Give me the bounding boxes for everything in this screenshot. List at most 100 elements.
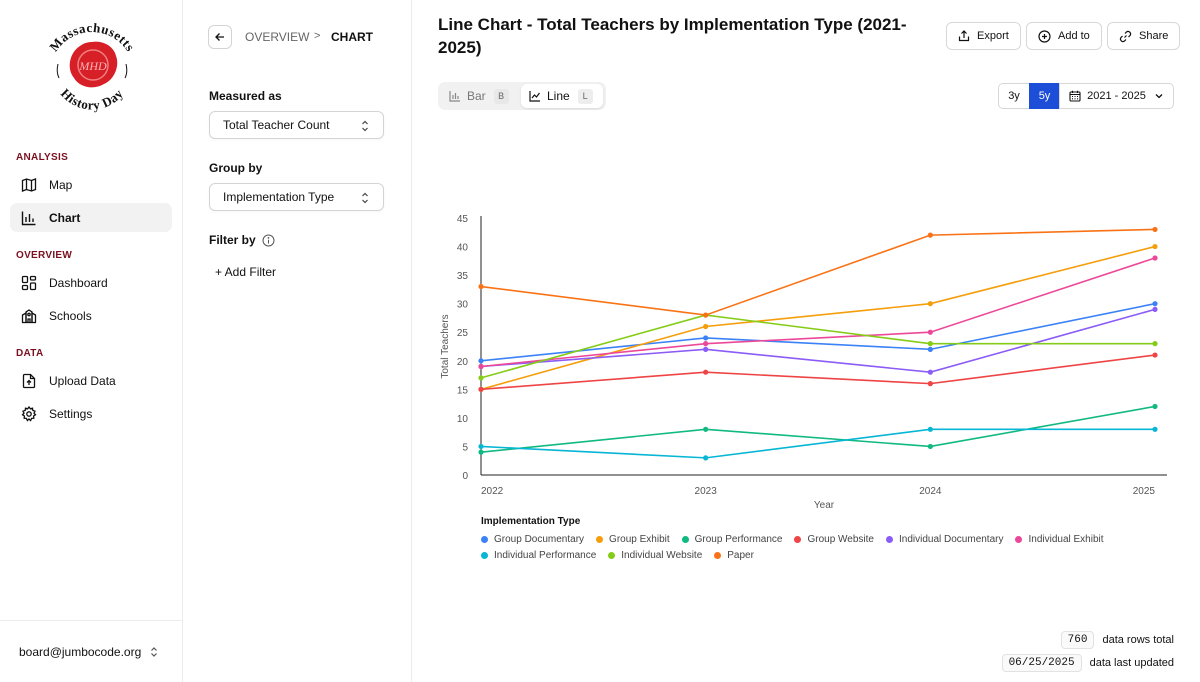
- breadcrumb-separator: >: [314, 30, 321, 42]
- data-point: [1152, 341, 1158, 347]
- share-label: Share: [1139, 30, 1169, 42]
- data-point: [1152, 306, 1158, 312]
- legend-label: Paper: [727, 549, 754, 561]
- data-point: [927, 369, 933, 375]
- data-point: [927, 301, 933, 307]
- user-account-menu[interactable]: board@jumbocode.org: [0, 620, 183, 682]
- legend-title: Implementation Type: [481, 516, 581, 527]
- sidebar-item-upload-data[interactable]: Upload Data: [10, 366, 172, 395]
- nav-section-data: DATA: [16, 348, 44, 359]
- data-point: [478, 363, 484, 370]
- gear-icon: [21, 405, 37, 422]
- share-button[interactable]: Share: [1107, 22, 1181, 50]
- legend-item[interactable]: Group Documentary: [481, 531, 584, 547]
- legend-item[interactable]: Individual Performance: [481, 547, 596, 563]
- filter-by-header: Filter by: [209, 233, 275, 247]
- sidebar-item-dashboard[interactable]: Dashboard: [10, 268, 172, 297]
- measured-as-select[interactable]: Total Teacher Count: [209, 111, 384, 139]
- shortcut-badge: L: [577, 88, 593, 104]
- x-tick-label: 2023: [695, 486, 718, 497]
- breadcrumb-chart: CHART: [331, 30, 373, 44]
- data-point: [1152, 352, 1158, 358]
- line-chart-icon: [529, 91, 540, 102]
- date-range-picker[interactable]: 2021 - 2025: [1059, 83, 1174, 109]
- legend-label: Individual Documentary: [898, 533, 1004, 545]
- rows-total-value: 760: [1060, 631, 1095, 649]
- y-axis-label: Total Teachers: [440, 314, 451, 378]
- y-tick-label: 35: [457, 271, 469, 282]
- series-line: [480, 257, 1156, 368]
- data-point: [703, 335, 709, 341]
- legend-swatch: [608, 551, 616, 559]
- wax-seal-ring: [77, 49, 109, 81]
- series-line: [480, 308, 1156, 374]
- y-tick-label: 10: [457, 414, 469, 425]
- legend-item[interactable]: Individual Documentary: [885, 531, 1004, 547]
- legend-item[interactable]: Individual Exhibit: [1015, 531, 1104, 547]
- data-point: [1152, 255, 1158, 261]
- sidebar-item-map[interactable]: Map: [10, 170, 172, 199]
- data-point: [927, 426, 933, 432]
- sidebar-item-label: Schools: [49, 308, 92, 323]
- y-tick-label: 45: [457, 214, 469, 225]
- data-point: [478, 283, 484, 290]
- series-line: [480, 354, 1156, 391]
- back-button[interactable]: [208, 25, 232, 49]
- data-point: [1152, 226, 1158, 233]
- chart-main: Line Chart - Total Teachers by Implement…: [412, 0, 1200, 682]
- last-updated-meta: 06/25/2025 data last updated: [1001, 654, 1174, 672]
- info-icon[interactable]: [262, 234, 275, 247]
- chart-settings-panel: OVERVIEW > CHART Measured as Total Teach…: [183, 0, 412, 682]
- legend-label: Group Performance: [694, 533, 783, 545]
- sidebar-item-settings[interactable]: Settings: [10, 399, 172, 428]
- sidebar-item-chart[interactable]: Chart: [10, 203, 172, 232]
- logo[interactable]: Massachusetts History Day MHD: [36, 12, 148, 124]
- legend-item[interactable]: Paper: [714, 547, 754, 563]
- breadcrumb-overview[interactable]: OVERVIEW: [245, 30, 310, 44]
- logo-text-bottom: History Day: [58, 86, 126, 113]
- map-icon: [21, 177, 37, 193]
- add-to-button[interactable]: Add to: [1026, 22, 1102, 50]
- upload-icon: [21, 373, 37, 389]
- sidebar-item-label: Chart: [49, 210, 81, 225]
- chart-type-line[interactable]: Line L: [521, 84, 603, 108]
- rows-total-label: data rows total: [1102, 634, 1174, 646]
- wax-seal-shape: [69, 41, 118, 88]
- data-point: [703, 323, 709, 330]
- legend-label: Individual Exhibit: [1028, 533, 1104, 545]
- data-point: [927, 232, 933, 238]
- data-point: [478, 443, 484, 450]
- last-updated-value: 06/25/2025: [1001, 654, 1082, 672]
- group-by-label: Group by: [209, 161, 263, 175]
- group-by-select[interactable]: Implementation Type: [209, 183, 384, 211]
- arrow-left-icon: [215, 33, 224, 41]
- link-icon: [1119, 30, 1132, 42]
- chart-type-toggle: Bar B Line L: [438, 82, 606, 110]
- measured-as-value: Total Teacher Count: [223, 118, 330, 132]
- data-point: [1152, 403, 1158, 410]
- add-filter-button[interactable]: + Add Filter: [215, 265, 277, 279]
- range-3y-button[interactable]: 3y: [998, 83, 1030, 109]
- legend-item[interactable]: Group Performance: [681, 531, 783, 547]
- last-updated-label: data last updated: [1089, 657, 1174, 669]
- school-icon: [21, 308, 37, 324]
- sidebar-item-schools[interactable]: Schools: [10, 301, 172, 330]
- legend-swatch: [1015, 535, 1023, 543]
- rows-total-meta: 760 data rows total: [1060, 631, 1174, 649]
- legend-item[interactable]: Group Exhibit: [596, 531, 670, 547]
- seal-initials: MHD: [78, 59, 107, 73]
- data-point: [703, 455, 709, 461]
- data-point: [703, 341, 709, 347]
- data-point: [927, 443, 933, 450]
- plus-circle-icon: [1038, 29, 1051, 43]
- legend-item[interactable]: Group Website: [794, 531, 874, 547]
- export-button[interactable]: Export: [946, 22, 1021, 50]
- chevron-up-down-icon: [362, 192, 368, 204]
- series-line: [480, 314, 1155, 379]
- legend-item[interactable]: Individual Website: [608, 547, 702, 563]
- date-range-value: 2021 - 2025: [1087, 90, 1146, 102]
- add-to-label: Add to: [1058, 30, 1090, 42]
- chart-type-bar[interactable]: Bar B: [441, 84, 519, 108]
